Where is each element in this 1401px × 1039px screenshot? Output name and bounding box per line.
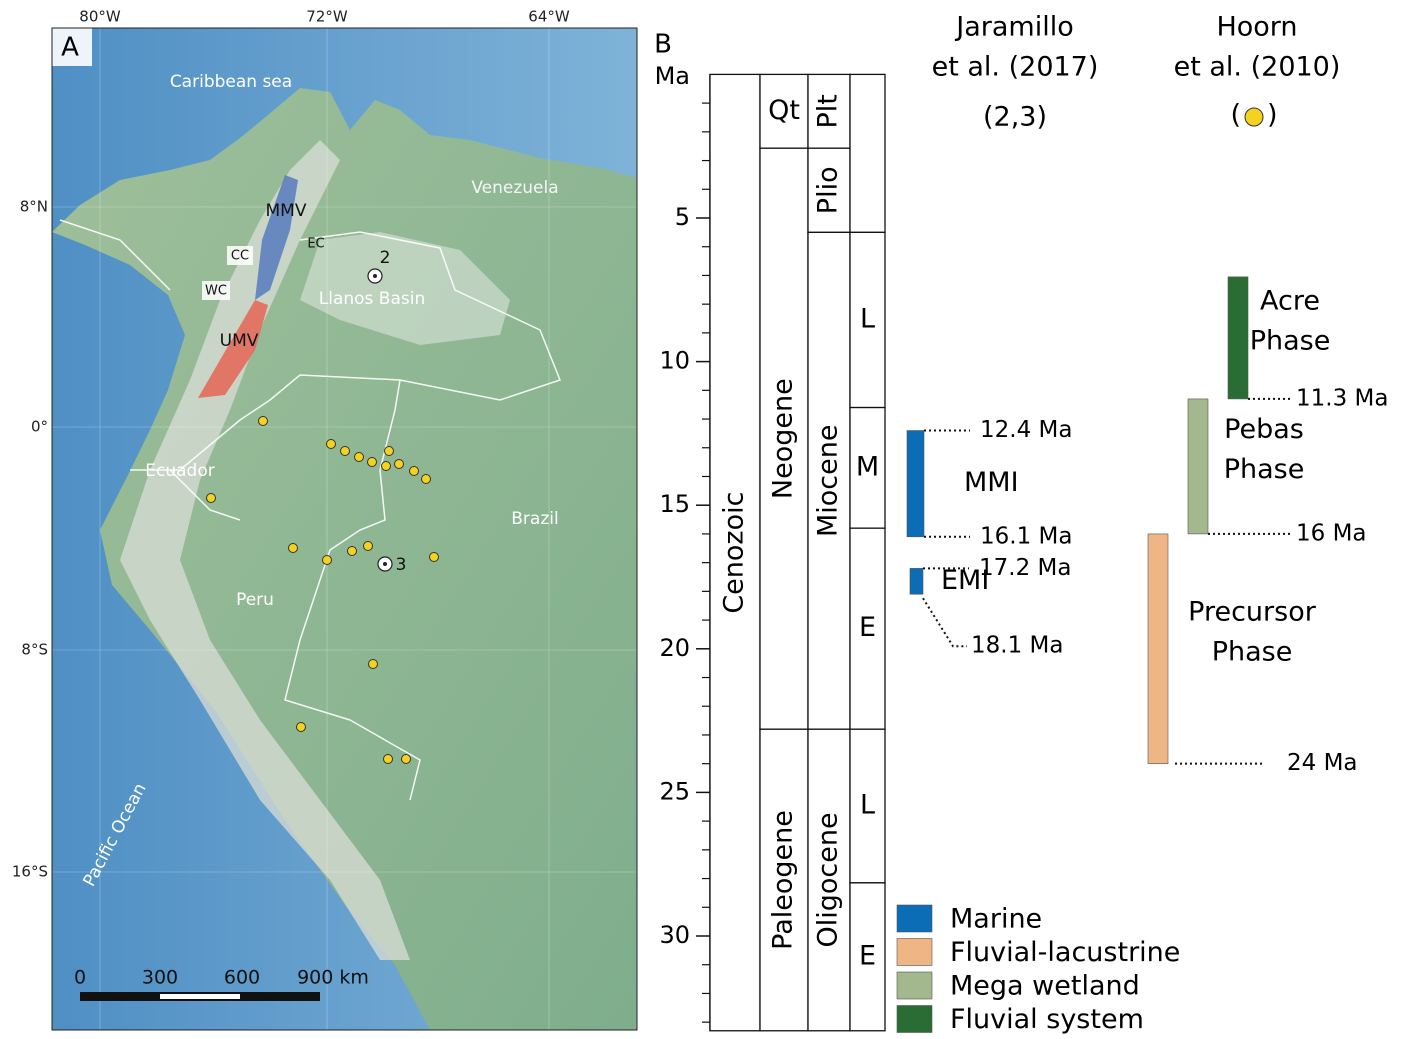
interval-label: Phase bbox=[1212, 636, 1293, 667]
source-note: ( bbox=[1230, 100, 1241, 131]
lat-label: 16°S bbox=[12, 863, 48, 881]
value-label: 16 Ma bbox=[1296, 520, 1367, 546]
legend-label: Fluvial-lacustrine bbox=[950, 937, 1180, 968]
legend-label: Fluvial system bbox=[950, 1004, 1144, 1035]
unit-label: Cenozoic bbox=[719, 492, 750, 614]
value-label: 11.3 Ma bbox=[1296, 385, 1388, 411]
y-tick-label: 5 bbox=[675, 203, 690, 231]
source-heading: Jaramillo bbox=[954, 12, 1073, 43]
interval-label: Acre bbox=[1260, 285, 1320, 316]
legend-label: Marine bbox=[950, 904, 1042, 935]
legend-swatch bbox=[897, 1006, 932, 1033]
unit-label: Paleogene bbox=[768, 810, 799, 950]
legend-swatch bbox=[897, 905, 932, 932]
y-tick-label: 25 bbox=[659, 777, 690, 805]
site-symbol bbox=[1245, 108, 1263, 126]
value-label: 18.1 Ma bbox=[971, 633, 1063, 659]
figure: Caribbean sea Venezuela MMV EC CC WC Lla… bbox=[0, 0, 1401, 1039]
value-label: 17.2 Ma bbox=[979, 555, 1071, 581]
lat-label: 8°N bbox=[20, 198, 48, 216]
unit-label: Qt bbox=[768, 95, 800, 126]
unit-label: E bbox=[859, 612, 876, 643]
lon-label: 80°W bbox=[79, 8, 121, 26]
interval-bar bbox=[1148, 534, 1168, 764]
value-label: 12.4 Ma bbox=[980, 417, 1072, 443]
unit-label: M bbox=[856, 451, 879, 482]
place-label: Llanos Basin bbox=[319, 289, 425, 309]
source-heading: et al. (2017) bbox=[932, 52, 1099, 83]
legend-swatch bbox=[897, 939, 932, 966]
unit-label: Neogene bbox=[768, 378, 799, 499]
axis-label: Ma bbox=[655, 62, 690, 90]
y-tick-label: 30 bbox=[659, 921, 690, 949]
source-heading: Hoorn bbox=[1216, 12, 1297, 43]
lon-label: 72°W bbox=[306, 8, 348, 26]
place-label: MMV bbox=[266, 201, 307, 221]
unit-label: Plio bbox=[813, 166, 844, 214]
panel-label: A bbox=[61, 33, 79, 63]
place-label: Venezuela bbox=[471, 178, 558, 198]
scale-label: 0 bbox=[74, 967, 86, 989]
y-tick-label: 10 bbox=[659, 347, 690, 375]
place-label: WC bbox=[205, 284, 227, 299]
unit-label: L bbox=[860, 790, 875, 821]
unit-label: Miocene bbox=[813, 425, 844, 537]
place-label: Brazil bbox=[511, 509, 558, 529]
value-label: 24 Ma bbox=[1287, 750, 1358, 776]
interval-label: Phase bbox=[1250, 325, 1331, 356]
interval-label: Precursor bbox=[1188, 596, 1317, 627]
source-heading: et al. (2010) bbox=[1174, 52, 1341, 83]
lon-label: 64°W bbox=[528, 8, 570, 26]
interval-bar bbox=[1188, 399, 1208, 534]
place-label: Peru bbox=[236, 590, 274, 610]
scale-label: 600 bbox=[224, 967, 260, 989]
scale-label: 300 bbox=[142, 967, 178, 989]
interval-label: Pebas bbox=[1224, 414, 1304, 445]
unit-label: Plt bbox=[813, 94, 844, 128]
interval-label: MMI bbox=[964, 467, 1019, 498]
scale-label: 900 km bbox=[297, 967, 369, 989]
place-label: Ecuador bbox=[145, 461, 214, 481]
value-label: 16.1 Ma bbox=[980, 523, 1072, 549]
source-note: ) bbox=[1267, 100, 1278, 131]
scale-bar bbox=[80, 992, 320, 1001]
site-label: 2 bbox=[380, 248, 391, 268]
y-tick-label: 20 bbox=[659, 634, 690, 662]
interval-bar bbox=[1228, 277, 1248, 399]
map: Caribbean sea Venezuela MMV EC CC WC Lla… bbox=[52, 28, 637, 1030]
place-label: UMV bbox=[220, 331, 259, 351]
unit-label: L bbox=[860, 303, 875, 334]
interval-bar bbox=[907, 431, 924, 537]
legend-label: Mega wetland bbox=[950, 971, 1140, 1002]
legend-swatch bbox=[897, 972, 932, 999]
panel-label: B bbox=[654, 30, 672, 60]
interval-bar bbox=[910, 568, 923, 594]
site-label: 3 bbox=[396, 555, 407, 575]
interval-label: Phase bbox=[1224, 454, 1305, 485]
place-label: EC bbox=[307, 237, 324, 252]
place-label: CC bbox=[231, 249, 249, 264]
y-tick-label: 15 bbox=[659, 490, 690, 518]
source-note: (2,3) bbox=[983, 102, 1047, 133]
lat-label: 0° bbox=[31, 418, 48, 436]
place-label: Caribbean sea bbox=[170, 72, 292, 92]
lat-label: 8°S bbox=[21, 641, 48, 659]
leader-line bbox=[923, 598, 967, 646]
time-unit bbox=[850, 74, 885, 232]
unit-label: E bbox=[859, 940, 876, 971]
unit-label: Oligocene bbox=[813, 812, 844, 947]
